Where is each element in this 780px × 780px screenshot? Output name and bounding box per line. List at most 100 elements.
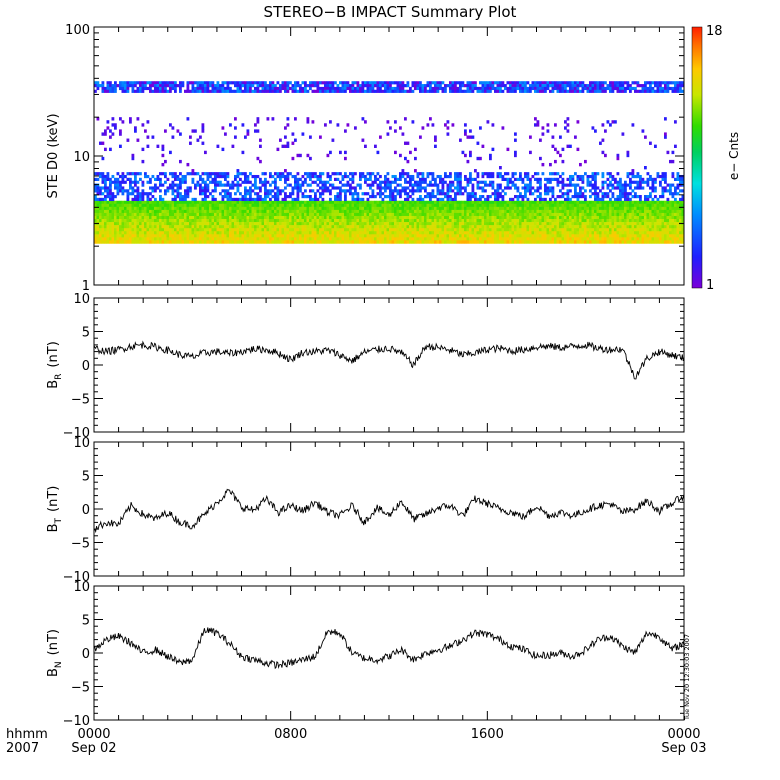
spectrogram-cell <box>441 206 445 211</box>
spectrogram-cell <box>504 237 507 241</box>
spectrogram-cell <box>399 189 402 193</box>
spectrogram-cell <box>129 117 132 121</box>
spectrogram-cell <box>404 206 407 211</box>
spectrogram-cell <box>566 117 570 121</box>
spectrogram-cell <box>149 240 152 244</box>
spectrogram-cell <box>379 225 382 229</box>
spectrogram-cell <box>144 219 147 223</box>
spectrogram-cell <box>441 200 445 205</box>
spectrogram-cell <box>261 203 265 208</box>
spectrogram-cell <box>164 225 167 229</box>
spectrogram-cell <box>316 237 320 241</box>
spectrogram-cell <box>399 174 402 179</box>
spectrogram-cell <box>591 215 595 220</box>
spectrogram-cell <box>271 203 275 208</box>
spectrogram-cell <box>384 186 387 190</box>
spectrogram-cell <box>624 234 627 238</box>
spectrogram-cell <box>126 215 130 220</box>
spectrogram-cell <box>241 200 245 205</box>
spectrogram-cell <box>469 200 472 205</box>
spectrogram-cell <box>344 203 347 208</box>
spectrogram-cell <box>249 189 252 193</box>
spectrogram-cell <box>656 231 660 235</box>
spectrogram-cell <box>214 237 217 241</box>
spectrogram-cell <box>569 231 572 235</box>
spectrogram-cell <box>321 215 325 220</box>
spectrogram-cell <box>309 219 312 223</box>
spectrogram-cell <box>664 234 667 238</box>
spectrogram-cell <box>611 177 615 181</box>
spectrogram-cell <box>566 192 570 196</box>
spectrogram-cell <box>674 240 677 244</box>
spectrogram-cell <box>204 183 207 187</box>
spectrogram-cell <box>109 231 112 235</box>
spectrogram-cell <box>436 237 440 241</box>
spectrogram-cell <box>544 222 547 226</box>
spectrogram-cell <box>389 126 392 130</box>
spectrogram-cell <box>506 177 510 181</box>
spectrogram-cell <box>446 189 450 193</box>
spectrogram-cell <box>276 147 280 152</box>
spectrogram-cell <box>596 215 600 220</box>
spectrogram-cell <box>356 215 360 220</box>
spectrogram-cell <box>669 206 672 211</box>
spectrogram-cell <box>341 212 345 217</box>
spectrogram-cell <box>204 172 207 176</box>
spectrogram-cell <box>191 225 195 229</box>
spectrogram-cell <box>284 206 287 211</box>
spectrogram-cell <box>151 84 155 88</box>
spectrogram-cell <box>496 212 500 217</box>
spectrogram-cell <box>514 150 517 155</box>
spectrogram-cell <box>426 228 430 232</box>
spectrogram-cell <box>284 231 287 235</box>
spectrogram-cell <box>134 81 137 85</box>
spectrogram-cell <box>589 183 592 187</box>
spectrogram-cell <box>674 192 677 196</box>
spectrogram-cell <box>176 129 180 133</box>
spectrogram-cell <box>334 228 337 232</box>
spectrogram-cell <box>209 192 212 196</box>
spectrogram-cell <box>329 215 332 220</box>
spectrogram-cell <box>201 126 205 130</box>
spectrogram-cell <box>561 231 565 235</box>
spectrogram-cell <box>576 206 580 211</box>
spectrogram-cell <box>96 86 100 91</box>
spectrogram-cell <box>301 200 305 205</box>
spectrogram-cell <box>359 240 362 244</box>
spectrogram-cell <box>104 225 107 229</box>
spectrogram-cell <box>184 177 187 181</box>
spectrogram-cell <box>546 225 550 229</box>
spectrogram-cell <box>209 228 212 232</box>
spectrogram-cell <box>294 206 297 211</box>
spectrogram-cell <box>174 203 177 208</box>
spectrogram-cell <box>624 231 627 235</box>
spectrogram-cell <box>111 206 115 211</box>
spectrogram-cell <box>601 195 605 199</box>
spectrogram-cell <box>634 212 637 217</box>
spectrogram-cell <box>429 209 432 214</box>
spectrogram-cell <box>159 209 162 214</box>
spectrogram-cell <box>134 129 137 133</box>
spectrogram-cell <box>256 156 260 161</box>
spectrogram-cell <box>456 228 460 232</box>
spectrogram-cell <box>454 209 457 214</box>
spectrogram-cell <box>619 222 622 226</box>
spectrogram-cell <box>161 237 165 241</box>
spectrogram-cell <box>521 197 525 202</box>
spectrogram-cell <box>571 240 575 244</box>
spectrogram-cell <box>556 231 560 235</box>
spectrogram-cell <box>254 240 257 244</box>
spectrogram-cell <box>119 228 122 232</box>
spectrogram-cell <box>176 228 180 232</box>
spectrogram-cell <box>216 200 220 205</box>
spectrogram-cell <box>206 206 210 211</box>
spectrogram-cell <box>144 81 147 85</box>
spectrogram-cell <box>421 186 425 190</box>
spectrogram-cell <box>414 183 417 187</box>
spectrogram-cell <box>404 177 407 181</box>
spectrogram-cell <box>119 183 122 187</box>
spectrogram-cell <box>404 209 407 214</box>
spectrogram-cell <box>664 212 667 217</box>
spectrogram-cell <box>251 200 255 205</box>
spectrogram-cell <box>569 234 572 238</box>
